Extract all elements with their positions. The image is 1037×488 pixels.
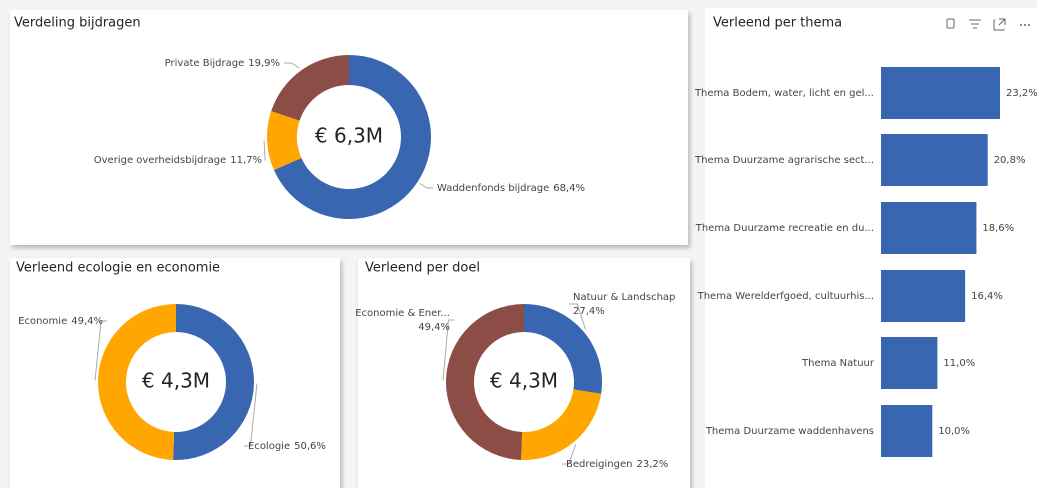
donut-slice xyxy=(524,304,602,394)
category-label: Thema Werelderfgoed, cultuurhis... xyxy=(697,291,874,302)
leader-line xyxy=(419,183,433,189)
slice-label: Natuur & Landschap 27,4% xyxy=(573,292,675,317)
category-label: Thema Duurzame recreatie en du... xyxy=(695,223,874,234)
slice-value: 68,4% xyxy=(553,183,585,194)
toolbar xyxy=(946,18,1030,31)
value-label: 11,0% xyxy=(943,358,975,369)
leader-line xyxy=(263,140,266,161)
leader-line xyxy=(562,444,577,465)
focus-icon[interactable] xyxy=(993,18,1006,31)
value-label: 23,2% xyxy=(1006,88,1037,99)
value-label: 20,8% xyxy=(994,155,1026,166)
leader-line xyxy=(442,319,454,381)
donut-slice xyxy=(273,55,431,220)
slice-name: Bedreigingen xyxy=(566,459,632,470)
chart-title: Verdeling bijdragen xyxy=(14,16,141,31)
center-label: € 4,3M xyxy=(142,369,210,393)
slice-value: 49,4% xyxy=(71,316,103,327)
slice-label: Ecologie 50,6% xyxy=(248,441,326,452)
donut-slice xyxy=(521,389,602,460)
category-label: Thema Bodem, water, licht en gel... xyxy=(694,88,874,99)
slice-name: Economie xyxy=(18,316,67,327)
category-label: Thema Duurzame agrarische sect... xyxy=(694,155,874,166)
bar xyxy=(881,202,977,254)
more-icon[interactable] xyxy=(1020,24,1030,26)
category-label: Thema Natuur xyxy=(801,358,875,369)
slice-value: 11,7% xyxy=(230,155,262,166)
center-label: € 6,3M xyxy=(315,124,383,148)
filter-icon[interactable] xyxy=(969,19,981,29)
chart-title: Verleend per thema xyxy=(713,16,842,31)
slice-value: 19,9% xyxy=(248,58,280,69)
center-label: € 4,3M xyxy=(490,369,558,393)
slice-label: Economie & Ener... 49,4% xyxy=(355,308,450,333)
slice-label: Overige overheidsbijdrage 11,7% xyxy=(94,155,262,166)
leader-line xyxy=(284,62,300,69)
slice-name: Overige overheidsbijdrage xyxy=(94,155,226,166)
donut-slice xyxy=(97,304,176,460)
value-label: 18,6% xyxy=(982,223,1014,234)
slice-label: Economie 49,4% xyxy=(18,316,103,327)
slice-name: Waddenfonds bijdrage xyxy=(437,183,549,194)
slice-name: Private Bijdrage xyxy=(165,58,245,69)
bar xyxy=(881,67,1000,119)
slice-name: Natuur & Landschap xyxy=(573,292,675,303)
value-label: 16,4% xyxy=(971,291,1003,302)
bar xyxy=(881,134,988,186)
slice-label: Bedreigingen 23,2% xyxy=(566,459,668,470)
slice-value: 50,6% xyxy=(294,441,326,452)
slice-name: Economie & Ener... xyxy=(355,308,450,319)
slice-label: Waddenfonds bijdrage 68,4% xyxy=(437,183,585,194)
slice-value: 23,2% xyxy=(636,459,668,470)
donut-slice xyxy=(271,55,349,121)
donut-slice xyxy=(445,304,524,460)
value-label: 10,0% xyxy=(938,426,970,437)
chart-title: Verleend per doel xyxy=(365,261,480,276)
donut-slice xyxy=(173,304,254,460)
donut-slice xyxy=(266,111,302,171)
leader-line xyxy=(94,320,107,381)
slice-value: 49,4% xyxy=(418,322,450,333)
leader-line xyxy=(244,383,258,447)
slice-name: Ecologie xyxy=(248,441,290,452)
chart-title: Verleend ecologie en economie xyxy=(16,261,220,276)
copy-icon[interactable] xyxy=(946,18,955,29)
bar xyxy=(881,337,938,389)
bar xyxy=(881,405,933,457)
slice-value: 27,4% xyxy=(573,306,605,317)
leader-line xyxy=(569,303,586,330)
bar xyxy=(881,270,966,322)
category-label: Thema Duurzame waddenhavens xyxy=(705,426,874,437)
slice-label: Private Bijdrage 19,9% xyxy=(165,58,280,69)
